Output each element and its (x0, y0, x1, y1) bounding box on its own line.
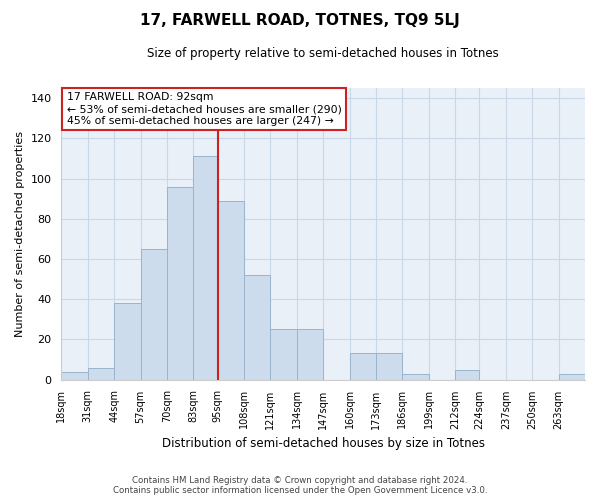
Bar (455, 370, 479, 380)
Bar (244, 275, 271, 380)
Bar (559, 374, 585, 380)
Text: 17, FARWELL ROAD, TOTNES, TQ9 5LJ: 17, FARWELL ROAD, TOTNES, TQ9 5LJ (140, 12, 460, 28)
X-axis label: Distribution of semi-detached houses by size in Totnes: Distribution of semi-detached houses by … (162, 437, 485, 450)
Bar (218, 200, 244, 380)
Bar (297, 330, 323, 380)
Bar (350, 354, 376, 380)
Bar (403, 374, 429, 380)
Bar (193, 156, 218, 380)
Bar (140, 249, 167, 380)
Bar (61, 372, 88, 380)
Bar (376, 354, 403, 380)
Title: Size of property relative to semi-detached houses in Totnes: Size of property relative to semi-detach… (148, 48, 499, 60)
Bar (271, 330, 297, 380)
Bar (88, 368, 114, 380)
Bar (167, 186, 193, 380)
Bar (114, 303, 140, 380)
Text: Contains HM Land Registry data © Crown copyright and database right 2024.
Contai: Contains HM Land Registry data © Crown c… (113, 476, 487, 495)
Y-axis label: Number of semi-detached properties: Number of semi-detached properties (15, 131, 25, 337)
Text: 17 FARWELL ROAD: 92sqm
← 53% of semi-detached houses are smaller (290)
45% of se: 17 FARWELL ROAD: 92sqm ← 53% of semi-det… (67, 92, 341, 126)
